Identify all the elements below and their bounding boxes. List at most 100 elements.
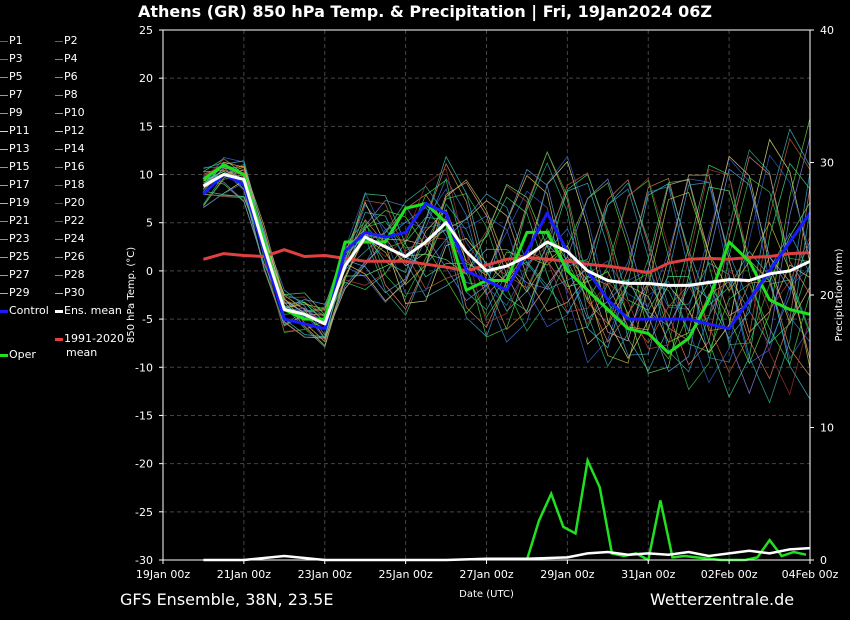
y-tick-label: 20 — [139, 72, 153, 85]
legend-item: P9 — [0, 106, 23, 120]
series-line — [202, 173, 812, 331]
legend-label: P19 — [9, 196, 30, 209]
legend-item: P3 — [0, 52, 23, 66]
legend-swatch — [55, 238, 63, 240]
legend-item: P29 — [0, 286, 30, 300]
legend-label: P21 — [9, 214, 30, 227]
legend-label: P10 — [64, 106, 85, 119]
legend-item: P25 — [0, 250, 30, 264]
legend-swatch — [0, 40, 8, 42]
legend-item: P15 — [0, 160, 30, 174]
member-line — [203, 158, 811, 344]
legend-label: Control — [9, 304, 49, 317]
x-tick-label: 31Jan 00z — [621, 568, 675, 581]
legend-label: P23 — [9, 232, 30, 245]
legend-label: P17 — [9, 178, 30, 191]
legend-item: P8 — [55, 88, 78, 102]
x-tick-label: 04Feb 00z — [782, 568, 839, 581]
legend-label: P26 — [64, 250, 85, 263]
legend-label: Ens. mean — [64, 304, 122, 317]
member-line — [203, 150, 811, 391]
y-right-tick-label: 30 — [820, 157, 834, 170]
legend-label: P4 — [64, 52, 78, 65]
legend-item: P2 — [55, 34, 78, 48]
x-axis-label: Date (UTC) — [459, 589, 514, 600]
y-right-tick-label: 20 — [820, 289, 834, 302]
legend-label: P30 — [64, 286, 85, 299]
main-series — [202, 163, 812, 355]
legend-label: P7 — [9, 88, 23, 101]
legend-label: P28 — [64, 268, 85, 281]
legend-swatch — [0, 274, 8, 276]
x-tick-label: 27Jan 00z — [459, 568, 513, 581]
legend-swatch — [0, 256, 8, 258]
legend-label: P12 — [64, 124, 85, 137]
member-line — [203, 154, 811, 384]
precip-series — [203, 456, 811, 562]
legend-swatch — [55, 112, 63, 114]
legend-label: P18 — [64, 178, 85, 191]
legend-label: P25 — [9, 250, 30, 263]
legend-item: P1 — [0, 34, 23, 48]
footer-source: Wetterzentrale.de — [650, 590, 795, 609]
legend-label: P3 — [9, 52, 23, 65]
legend-item: P4 — [55, 52, 78, 66]
legend-swatch — [0, 148, 8, 150]
y-right-tick-label: 10 — [820, 422, 834, 435]
legend-item: P19 — [0, 196, 30, 210]
legend-item: P5 — [0, 70, 23, 84]
legend-swatch — [55, 292, 63, 294]
legend-item: P11 — [0, 124, 30, 138]
legend-swatch — [0, 353, 8, 357]
legend-item: P10 — [55, 106, 85, 120]
legend-swatch — [0, 220, 8, 222]
legend-swatch — [55, 274, 63, 276]
y-right-tick-label: 40 — [820, 24, 834, 37]
legend-swatch — [55, 40, 63, 42]
legend-item: P23 — [0, 232, 30, 246]
series-line — [202, 173, 811, 326]
member-line — [203, 155, 811, 400]
legend-swatch — [55, 337, 63, 341]
legend-item: P26 — [55, 250, 85, 264]
y-tick-label: -15 — [135, 409, 153, 422]
legend-label: P22 — [64, 214, 85, 227]
legend-item: P17 — [0, 178, 30, 192]
member-line — [203, 174, 811, 356]
legend-swatch — [55, 220, 63, 222]
legend-item: P24 — [55, 232, 85, 246]
legend-item: P13 — [0, 142, 30, 156]
legend-label: P15 — [9, 160, 30, 173]
member-line — [203, 171, 811, 374]
legend-swatch — [55, 202, 63, 204]
legend-swatch — [55, 76, 63, 78]
legend-item: P30 — [55, 286, 85, 300]
legend-item: P27 — [0, 268, 30, 282]
legend-label: Oper — [9, 348, 36, 361]
legend-swatch — [0, 292, 8, 294]
legend-swatch — [55, 58, 63, 60]
legend-label: 1991-2020 — [64, 332, 124, 345]
legend-item-climate: 1991-2020 mean — [55, 332, 124, 360]
legend-item: P7 — [0, 88, 23, 102]
y-tick-label: -25 — [135, 506, 153, 519]
legend-label: P1 — [9, 34, 23, 47]
legend-label-line2: mean — [66, 346, 98, 359]
footer-model: GFS Ensemble, 38N, 23.5E — [120, 590, 334, 609]
legend-item-control: Control — [0, 304, 49, 318]
member-line — [203, 158, 811, 396]
y-right-tick-label: 0 — [820, 554, 827, 567]
legend-label: P2 — [64, 34, 78, 47]
y-tick-label: -5 — [142, 313, 153, 326]
x-tick-label: 25Jan 00z — [379, 568, 433, 581]
legend-label: P6 — [64, 70, 78, 83]
legend-swatch — [0, 202, 8, 204]
legend-label: P29 — [9, 286, 30, 299]
legend-item: P14 — [55, 142, 85, 156]
precip-line — [525, 456, 807, 562]
y-tick-label: -20 — [135, 458, 153, 471]
x-tick-label: 02Feb 00z — [701, 568, 758, 581]
legend-swatch — [55, 309, 63, 313]
legend-item: P18 — [55, 178, 85, 192]
